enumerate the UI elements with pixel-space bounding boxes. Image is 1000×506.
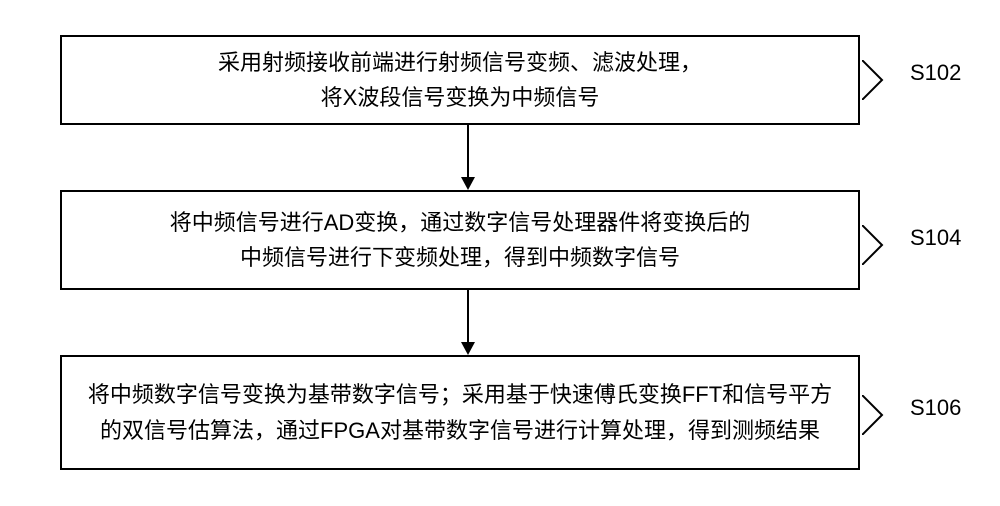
- step-label: S102: [910, 60, 961, 86]
- box-line: 将中频信号进行AD变换，通过数字信号处理器件将变换后的: [77, 205, 843, 240]
- box-text: 将中频信号进行AD变换，通过数字信号处理器件将变换后的 中频信号进行下变频处理，…: [62, 205, 858, 275]
- box-text: 采用射频接收前端进行射频信号变频、滤波处理， 将X波段信号变换为中频信号: [62, 45, 858, 115]
- box-line: 中频信号进行下变频处理，得到中频数字信号: [77, 240, 843, 275]
- step-label: S104: [910, 225, 961, 251]
- bracket-icon: [862, 60, 902, 100]
- box-line: 将中频数字信号变换为基带数字信号；采用基于快速傅氏变换FFT和信号平方: [77, 377, 843, 412]
- bracket-icon: [862, 225, 902, 265]
- flowchart-container: 采用射频接收前端进行射频信号变频、滤波处理， 将X波段信号变换为中频信号 S10…: [0, 0, 1000, 506]
- arrow-icon: [458, 290, 478, 355]
- box-line: 的双信号估算法，通过FPGA对基带数字信号进行计算处理，得到测频结果: [77, 413, 843, 448]
- arrow-icon: [458, 125, 478, 190]
- box-text: 将中频数字信号变换为基带数字信号；采用基于快速傅氏变换FFT和信号平方 的双信号…: [62, 377, 858, 447]
- step-label: S106: [910, 395, 961, 421]
- box-line: 将X波段信号变换为中频信号: [77, 80, 843, 115]
- flowchart-box-step1: 采用射频接收前端进行射频信号变频、滤波处理， 将X波段信号变换为中频信号: [60, 35, 860, 125]
- box-line: 采用射频接收前端进行射频信号变频、滤波处理，: [77, 45, 843, 80]
- flowchart-box-step2: 将中频信号进行AD变换，通过数字信号处理器件将变换后的 中频信号进行下变频处理，…: [60, 190, 860, 290]
- bracket-icon: [862, 395, 902, 435]
- flowchart-box-step3: 将中频数字信号变换为基带数字信号；采用基于快速傅氏变换FFT和信号平方 的双信号…: [60, 355, 860, 470]
